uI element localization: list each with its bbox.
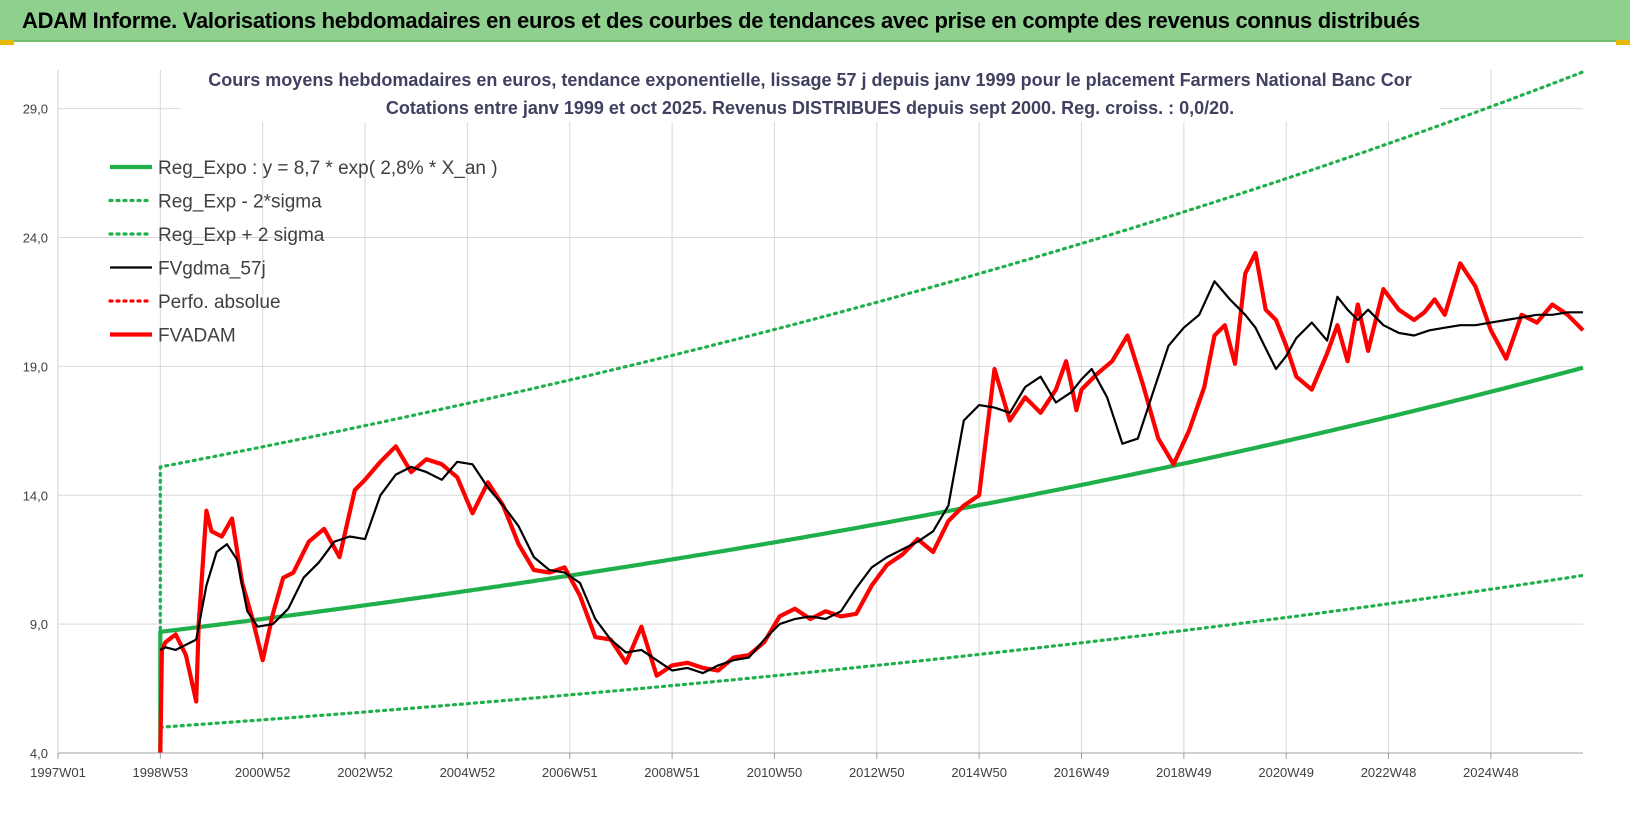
x-tick-label: 2014W50 bbox=[951, 765, 1007, 780]
x-tick-label: 2020W49 bbox=[1258, 765, 1314, 780]
x-tick-label: 2006W51 bbox=[542, 765, 598, 780]
x-tick-label: 2012W50 bbox=[849, 765, 905, 780]
chart-grid bbox=[57, 70, 1583, 754]
y-tick-label: 19,0 bbox=[23, 359, 48, 374]
legend-label: Reg_Expo : y = 8,7 * exp( 2,8% * X_an ) bbox=[158, 158, 498, 179]
y-tick-label: 24,0 bbox=[23, 231, 48, 246]
x-tick-label: 2000W52 bbox=[235, 765, 291, 780]
legend-label: Reg_Exp + 2 sigma bbox=[158, 225, 325, 246]
report-header: ADAM Informe. Valorisations hebdomadaire… bbox=[0, 0, 1630, 42]
x-tick-label: 1997W01 bbox=[30, 765, 86, 780]
chart-axes: 4,0 9,0 14,0 19,0 24,0 29,0 1997W01 1998W53 2000… bbox=[23, 70, 1583, 780]
report-title: ADAM Informe. Valorisations hebdomadaire… bbox=[22, 8, 1420, 33]
x-tick-label: 2018W49 bbox=[1156, 765, 1212, 780]
y-tick-label: 29,0 bbox=[23, 102, 48, 117]
x-tick-label: 2016W49 bbox=[1054, 765, 1110, 780]
chart-title-line-2: Cotations entre janv 1999 et oct 2025. R… bbox=[385, 98, 1235, 118]
series-line-1 bbox=[158, 573, 1585, 729]
legend-label: Perfo. absolue bbox=[158, 292, 281, 313]
series-line-3 bbox=[159, 280, 1583, 675]
x-tick-label: 2024W48 bbox=[1463, 765, 1519, 780]
legend-label: FVgdma_57j bbox=[158, 259, 266, 280]
y-tick-label: 9,0 bbox=[30, 617, 48, 632]
chart-legend: Reg_Expo : y = 8,7 * exp( 2,8% * X_an ) R… bbox=[108, 158, 498, 347]
y-tick-label: 14,0 bbox=[23, 488, 48, 503]
x-tick-label: 2002W52 bbox=[337, 765, 393, 780]
chart-title: Cours moyens hebdomadaires en euros, ten… bbox=[180, 66, 1440, 122]
header-corner-left bbox=[0, 40, 14, 45]
legend-label: Reg_Exp - 2*sigma bbox=[158, 192, 322, 213]
legend-label: FVADAM bbox=[158, 326, 236, 347]
chart-series bbox=[158, 70, 1585, 754]
chart-area: 4,0 9,0 14,0 19,0 24,0 29,0 1997W01 1998W53 2000… bbox=[23, 70, 1585, 780]
x-tick-label: 1998W53 bbox=[133, 765, 189, 780]
series-line-2 bbox=[158, 70, 1585, 631]
header-corner-right bbox=[1616, 40, 1630, 45]
series-line-0 bbox=[158, 365, 1584, 753]
x-tick-label: 2008W51 bbox=[644, 765, 700, 780]
x-tick-label: 2022W48 bbox=[1361, 765, 1417, 780]
y-tick-label: 4,0 bbox=[30, 746, 48, 761]
series-line-5 bbox=[158, 250, 1585, 754]
x-tick-label: 2004W52 bbox=[440, 765, 496, 780]
chart-title-line-1: Cours moyens hebdomadaires en euros, ten… bbox=[208, 70, 1412, 90]
x-tick-label: 2010W50 bbox=[747, 765, 803, 780]
